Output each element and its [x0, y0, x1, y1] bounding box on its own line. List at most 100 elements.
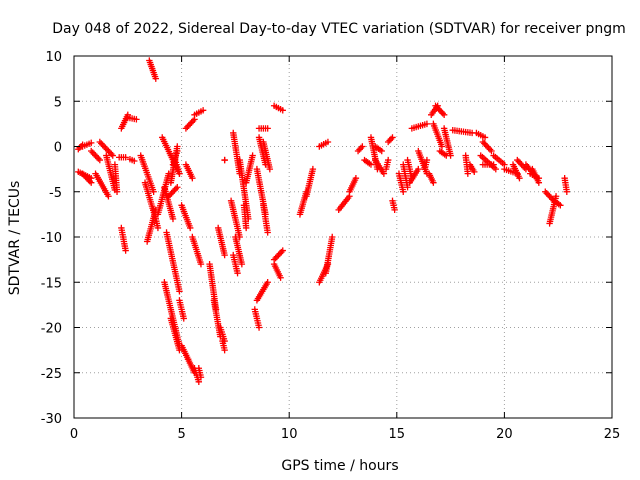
data-point: [176, 170, 183, 177]
data-point: [197, 260, 205, 268]
data-point: [400, 188, 407, 195]
series-a9: [354, 134, 416, 214]
series-a2: [115, 111, 140, 254]
data-point: [430, 179, 437, 186]
data-point: [199, 107, 207, 114]
y-tick-label: -5: [49, 186, 62, 201]
data-point: [391, 206, 398, 214]
data-point: [404, 184, 411, 191]
data-point: [279, 247, 286, 254]
data-point: [481, 134, 489, 141]
data-point: [447, 152, 454, 159]
data-point: [552, 193, 560, 200]
data-point: [113, 188, 121, 195]
data-point: [471, 168, 478, 176]
x-axis-label: GPS time / hours: [281, 458, 398, 474]
data-point: [492, 165, 499, 173]
data-point: [277, 274, 284, 281]
x-tick-label: 0: [70, 427, 78, 442]
y-tick-label: -20: [41, 322, 62, 337]
data-point: [187, 224, 194, 232]
data-point: [88, 179, 95, 186]
chart-title: Day 048 of 2022, Sidereal Day-to-day VTE…: [52, 21, 626, 37]
data-point: [230, 251, 237, 259]
x-tick-label: 5: [177, 427, 185, 442]
grid: [74, 56, 612, 418]
data-point: [131, 157, 138, 165]
series-a1: [75, 138, 121, 200]
data-point: [197, 374, 205, 381]
data-point: [238, 260, 246, 268]
data-point: [133, 116, 140, 123]
series-a4: [161, 184, 205, 385]
data-point: [264, 279, 271, 286]
data-point: [380, 170, 388, 177]
data-point: [221, 346, 228, 354]
data-point: [221, 156, 228, 164]
x-tick-label: 25: [604, 427, 621, 442]
data-point: [109, 152, 116, 159]
data-point: [563, 188, 571, 195]
data-point: [384, 156, 392, 164]
y-tick-labels: -30 -25 -20 -15 -10 -5 0 5 10: [41, 50, 62, 427]
data-point: [150, 188, 157, 195]
data-marks: [75, 57, 571, 385]
data-point: [180, 315, 187, 322]
data-point: [221, 251, 228, 259]
series-a12: [509, 156, 571, 227]
data-point: [174, 143, 181, 150]
data-point: [88, 139, 95, 147]
series-a5: [159, 107, 207, 268]
data-point: [367, 161, 375, 168]
data-point: [535, 179, 543, 186]
data-point: [189, 174, 196, 182]
y-tick-label: -30: [41, 412, 62, 427]
data-point: [279, 107, 286, 114]
data-point: [264, 229, 271, 236]
x-tick-labels: 0 5 10 15 20 25: [70, 427, 620, 442]
x-tick-label: 15: [389, 427, 406, 442]
data-point: [359, 143, 366, 150]
data-point: [352, 174, 360, 182]
series-a6: [206, 129, 246, 354]
data-point: [423, 120, 431, 128]
data-point: [329, 233, 336, 241]
y-tick-label: -15: [41, 276, 62, 291]
data-point: [266, 165, 274, 173]
data-point: [122, 247, 129, 254]
data-point: [557, 202, 564, 209]
data-point: [105, 193, 112, 200]
data-point: [516, 174, 523, 182]
series-a3: [137, 57, 183, 245]
y-tick-label: 0: [54, 141, 62, 156]
series-a11: [449, 127, 521, 177]
data-point: [378, 147, 385, 155]
data-point: [122, 154, 129, 161]
data-point: [440, 111, 448, 119]
data-point: [152, 75, 159, 82]
y-tick-label: -10: [41, 231, 62, 246]
series-a10: [406, 102, 454, 186]
x-tick-label: 10: [281, 427, 298, 442]
data-point: [309, 165, 317, 173]
data-point: [242, 224, 250, 232]
x-tick-label: 20: [496, 427, 513, 442]
data-point: [176, 288, 183, 295]
series-a7: [236, 102, 286, 331]
data-point: [490, 161, 497, 168]
data-point: [249, 152, 256, 159]
data-point: [464, 170, 472, 177]
y-tick-label: 10: [45, 50, 62, 65]
y-axis-label: SDTVAR / TECUs: [7, 181, 23, 296]
data-point: [169, 215, 177, 223]
data-point: [96, 156, 104, 164]
data-point: [423, 156, 431, 164]
y-tick-label: -25: [41, 367, 62, 382]
series-a8: [270, 138, 360, 286]
data-point: [389, 134, 396, 141]
axis-ticks: [73, 55, 613, 419]
data-point: [438, 143, 446, 150]
data-point: [154, 224, 162, 232]
data-point: [264, 125, 271, 132]
